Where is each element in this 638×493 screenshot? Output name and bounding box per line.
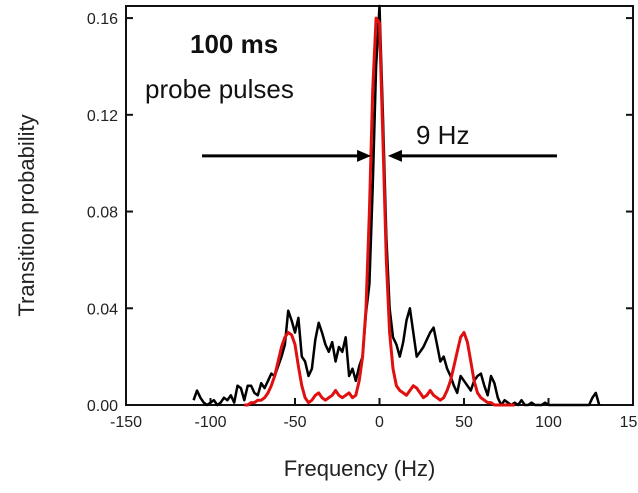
annotation-pulse-line2: probe pulses: [145, 74, 294, 104]
y-tick-label: 0.04: [87, 301, 118, 318]
y-tick-label: 0.00: [87, 398, 118, 415]
annotation-pulse-line1: 100 ms: [190, 29, 278, 59]
arrow-right-head: [388, 150, 402, 162]
x-tick-label: -100: [194, 414, 226, 431]
annotation-width: 9 Hz: [416, 120, 469, 150]
x-tick-label: 50: [455, 414, 473, 431]
x-tick-label: 150: [620, 414, 638, 431]
x-tick-label: -50: [283, 414, 306, 431]
x-tick-label: 100: [535, 414, 562, 431]
y-tick-label: 0.12: [87, 108, 118, 125]
y-axis-label: Transition probability: [14, 114, 39, 316]
x-tick-label: -150: [110, 414, 142, 431]
y-tick-label: 0.08: [87, 205, 118, 222]
x-tick-label: 0: [375, 414, 384, 431]
x-axis-label: Frequency (Hz): [284, 456, 436, 481]
y-tick-label: 0.16: [87, 11, 118, 28]
series-line-black: [194, 6, 600, 405]
arrow-left-head: [357, 150, 371, 162]
